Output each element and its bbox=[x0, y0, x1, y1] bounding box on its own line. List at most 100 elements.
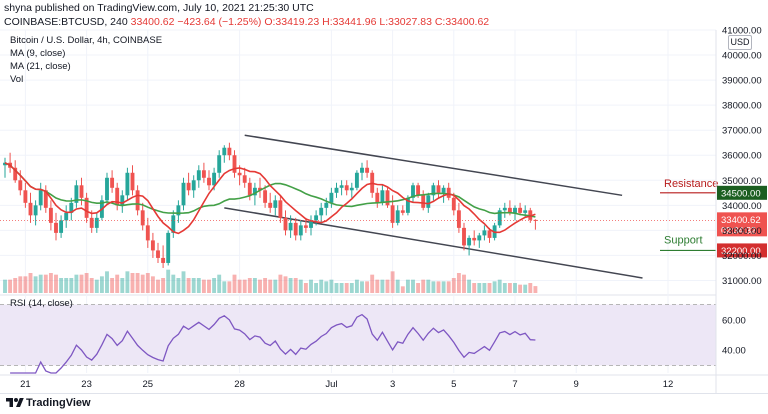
volume-bar bbox=[365, 281, 370, 293]
candle-body bbox=[69, 202, 74, 213]
candle-body bbox=[533, 219, 538, 221]
time-tick-label: 9 bbox=[574, 379, 579, 390]
volume-bar bbox=[201, 279, 206, 293]
chart-header: shyna published on TradingView.com, July… bbox=[0, 0, 768, 30]
volume-bar bbox=[115, 274, 120, 293]
candle-body bbox=[411, 185, 415, 198]
legend-vol[interactable]: Vol bbox=[10, 74, 24, 85]
footer: TradingView bbox=[0, 393, 768, 414]
volume-bar bbox=[135, 273, 140, 293]
volume-bar bbox=[523, 284, 528, 293]
candle-body bbox=[421, 195, 426, 208]
volume-bar bbox=[38, 274, 43, 293]
volume-bar bbox=[303, 283, 308, 293]
candle-body bbox=[314, 215, 319, 221]
volume-bar bbox=[161, 278, 166, 293]
tradingview-logo-icon[interactable] bbox=[6, 396, 24, 410]
volume-bar bbox=[456, 273, 461, 293]
time-tick-label: Jul bbox=[325, 379, 337, 390]
candle-body bbox=[232, 155, 237, 173]
rsi-band bbox=[0, 304, 716, 366]
volume-bar bbox=[207, 279, 211, 293]
price-tick-label: 40000.00 bbox=[722, 51, 762, 62]
rsi-tick-label: 60.00 bbox=[722, 315, 746, 326]
chart-legend: Bitcoin / U.S. Dollar, 4h, COINBASE MA (… bbox=[10, 34, 162, 86]
candle-body bbox=[242, 175, 247, 183]
volume-bar bbox=[360, 281, 364, 293]
volume-bar bbox=[477, 283, 482, 293]
time-tick-label: 21 bbox=[20, 379, 31, 390]
volume-bar bbox=[513, 283, 517, 293]
moving-averages bbox=[4, 162, 536, 235]
candlesticks bbox=[3, 142, 538, 268]
volume-bar bbox=[13, 278, 18, 293]
candle-body bbox=[201, 170, 206, 178]
volume-bar bbox=[222, 281, 227, 293]
volume-bar bbox=[416, 283, 421, 293]
candle-body bbox=[477, 235, 482, 241]
price-tick-label: 38000.00 bbox=[722, 101, 762, 112]
currency-button[interactable]: USD bbox=[728, 35, 752, 50]
volume-bar bbox=[263, 278, 268, 293]
candle-body bbox=[125, 172, 130, 196]
candle-body bbox=[288, 222, 293, 231]
candle-body bbox=[385, 190, 390, 206]
candle-body bbox=[181, 182, 186, 206]
candle-body bbox=[196, 170, 201, 181]
candle-body bbox=[79, 185, 84, 198]
open-value: O:33419.23 bbox=[264, 16, 320, 28]
candle-body bbox=[467, 237, 472, 246]
volume-bar bbox=[79, 274, 84, 293]
candle-body bbox=[28, 202, 33, 216]
rsi-line bbox=[10, 313, 536, 374]
candle-body bbox=[273, 200, 278, 208]
time-tick-label: 7 bbox=[512, 379, 517, 390]
candle-body bbox=[416, 185, 421, 196]
support-price-tag bbox=[717, 243, 767, 258]
legend-ma21[interactable]: MA (21, close) bbox=[10, 61, 71, 72]
candle-body bbox=[115, 187, 120, 206]
price-tick-label: 39000.00 bbox=[722, 76, 762, 87]
support-price-text: 32200.00 bbox=[721, 246, 761, 257]
channel-upper-line bbox=[244, 134, 623, 197]
volume-bar bbox=[339, 283, 344, 293]
candle-body bbox=[161, 257, 166, 263]
volume-bar bbox=[166, 269, 171, 293]
candle-body bbox=[268, 202, 273, 208]
rsi-legend[interactable]: RSI (14, close) bbox=[10, 298, 73, 309]
candle-body bbox=[513, 207, 517, 213]
volume-bar bbox=[334, 283, 339, 293]
candle-body bbox=[166, 232, 171, 263]
price-chart[interactable]: ResistanceSupport34500.0033400.6202:34:3… bbox=[0, 0, 768, 393]
candle-body bbox=[64, 212, 69, 221]
candle-body bbox=[380, 190, 385, 203]
volume-bar bbox=[436, 281, 441, 293]
volume-bar bbox=[431, 281, 436, 293]
candle-body bbox=[375, 192, 380, 203]
candle-body bbox=[212, 172, 217, 186]
volume-bar bbox=[43, 274, 48, 293]
candle-body bbox=[33, 205, 38, 216]
candle-body bbox=[135, 190, 140, 211]
legend-ma9[interactable]: MA (9, close) bbox=[10, 48, 66, 59]
volume-bar bbox=[268, 279, 273, 293]
last-price-tag bbox=[717, 212, 767, 237]
volume-bar bbox=[329, 279, 334, 293]
candle-body bbox=[487, 230, 492, 238]
candle-body bbox=[472, 237, 477, 241]
candle-body bbox=[436, 185, 441, 193]
volume-bar bbox=[487, 283, 492, 293]
volume-bar bbox=[273, 279, 278, 293]
last-price: 33400.62 bbox=[130, 16, 175, 28]
publisher-line: shyna published on TradingView.com, July… bbox=[4, 2, 314, 14]
candle-body bbox=[74, 185, 79, 203]
price-tick-label: 35000.00 bbox=[722, 176, 762, 187]
volume-bar bbox=[105, 271, 109, 293]
last-price-text: 33400.62 bbox=[721, 215, 761, 226]
volume-bar bbox=[400, 286, 405, 293]
volume-bar bbox=[293, 278, 298, 293]
volume-bar bbox=[247, 278, 252, 293]
tradingview-brand[interactable]: TradingView bbox=[26, 397, 91, 409]
candle-body bbox=[54, 222, 58, 233]
volume-bar bbox=[528, 283, 533, 293]
